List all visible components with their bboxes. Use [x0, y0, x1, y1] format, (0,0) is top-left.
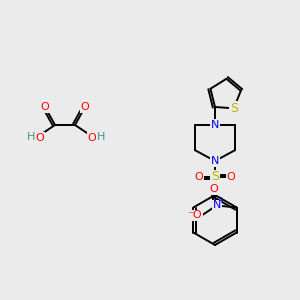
Text: O: O [88, 133, 96, 143]
Text: H: H [97, 132, 105, 142]
Text: O: O [209, 184, 218, 194]
Text: S: S [230, 102, 238, 115]
Text: O: O [36, 133, 44, 143]
Text: O: O [226, 172, 236, 182]
Text: S: S [211, 170, 219, 184]
Text: +: + [217, 196, 224, 205]
Text: N: N [212, 200, 221, 211]
Text: ⁻O: ⁻O [187, 211, 202, 220]
Text: O: O [81, 102, 89, 112]
Text: O: O [195, 172, 203, 182]
Text: H: H [27, 132, 35, 142]
Text: N: N [211, 156, 219, 166]
Text: O: O [40, 102, 50, 112]
Text: N: N [211, 120, 219, 130]
